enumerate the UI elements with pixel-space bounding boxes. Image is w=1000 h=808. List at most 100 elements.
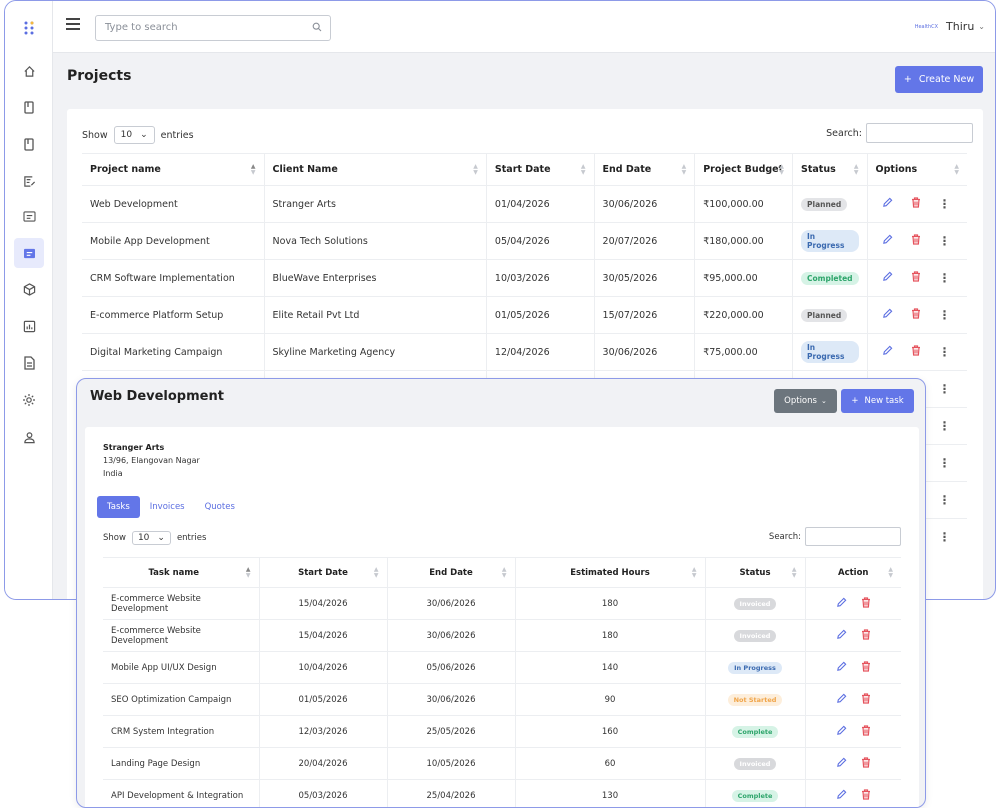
task-name-link[interactable]: Mobile App UI/UX Design <box>103 652 259 684</box>
options-cell: ⋮ <box>867 260 967 297</box>
col-project-budget[interactable]: Project Budget▲▼ <box>695 154 793 186</box>
edit-icon[interactable] <box>882 308 893 322</box>
project-name-link[interactable]: E-commerce Platform Setup <box>82 297 264 334</box>
status-cell: Complete <box>705 780 805 808</box>
chart-icon[interactable] <box>14 311 44 341</box>
col-client-name[interactable]: Client Name▲▼ <box>264 154 486 186</box>
entries-select[interactable]: 10 ⌄ <box>132 531 171 545</box>
col-action[interactable]: Action▲▼ <box>805 558 901 588</box>
task-search-input[interactable] <box>805 527 901 546</box>
delete-icon[interactable] <box>861 629 871 643</box>
id-card-icon[interactable] <box>14 201 44 231</box>
delete-icon[interactable] <box>861 661 871 675</box>
col-end-date[interactable]: End Date▲▼ <box>387 558 515 588</box>
edit-icon[interactable] <box>836 725 847 739</box>
box-icon[interactable] <box>14 274 44 304</box>
tab-invoices[interactable]: Invoices <box>140 496 195 518</box>
grid-dots-icon[interactable] <box>14 13 44 43</box>
hamburger-menu-icon[interactable] <box>66 18 80 30</box>
more-options-icon[interactable]: ⋮ <box>939 234 951 248</box>
task-name-link[interactable]: E-commerce Website Development <box>103 620 259 652</box>
more-options-icon[interactable]: ⋮ <box>939 382 951 396</box>
col-options[interactable]: Options▲▼ <box>867 154 967 186</box>
start-date-cell: 15/04/2026 <box>259 588 387 620</box>
settings-icon[interactable] <box>14 385 44 415</box>
task-name-link[interactable]: CRM System Integration <box>103 716 259 748</box>
more-options-icon[interactable]: ⋮ <box>939 271 951 285</box>
col-task-name[interactable]: Task name▲▼ <box>103 558 259 588</box>
status-badge: Planned <box>801 198 847 211</box>
table-search-input[interactable] <box>866 123 973 143</box>
task-name-link[interactable]: E-commerce Website Development <box>103 588 259 620</box>
task-name-link[interactable]: Landing Page Design <box>103 748 259 780</box>
status-badge: In Progress <box>728 662 782 674</box>
edit-icon[interactable] <box>882 271 893 285</box>
more-options-icon[interactable]: ⋮ <box>939 419 951 433</box>
delete-icon[interactable] <box>911 345 921 359</box>
new-task-button[interactable]: + New task <box>841 389 914 413</box>
user-menu[interactable]: HealthCX Thiru ⌄ <box>915 20 985 33</box>
more-options-icon[interactable]: ⋮ <box>939 197 951 211</box>
delete-icon[interactable] <box>861 789 871 803</box>
tasks-card: Stranger Arts 13/96, Elangovan Nagar Ind… <box>85 427 919 808</box>
delete-icon[interactable] <box>861 757 871 771</box>
create-new-button[interactable]: + Create New <box>895 66 983 93</box>
page-title: Projects <box>67 68 131 84</box>
tab-bar: Tasks Invoices Quotes <box>97 496 245 518</box>
options-dropdown-button[interactable]: Options ⌄ <box>774 389 837 413</box>
edit-icon[interactable] <box>836 757 847 771</box>
book-icon[interactable] <box>14 129 44 159</box>
more-options-icon[interactable]: ⋮ <box>939 308 951 322</box>
delete-icon[interactable] <box>861 597 871 611</box>
book-icon[interactable] <box>14 92 44 122</box>
edit-icon[interactable] <box>836 661 847 675</box>
project-name-link[interactable]: CRM Software Implementation <box>82 260 264 297</box>
delete-icon[interactable] <box>911 308 921 322</box>
task-name-link[interactable]: SEO Optimization Campaign <box>103 684 259 716</box>
start-date-cell: 15/04/2026 <box>259 620 387 652</box>
delete-icon[interactable] <box>911 271 921 285</box>
edit-icon[interactable] <box>882 197 893 211</box>
action-cell <box>805 620 901 652</box>
edit-icon[interactable] <box>836 789 847 803</box>
more-options-icon[interactable]: ⋮ <box>939 456 951 470</box>
action-cell <box>805 716 901 748</box>
edit-icon[interactable] <box>836 597 847 611</box>
col-status[interactable]: Status▲▼ <box>705 558 805 588</box>
edit-icon[interactable] <box>882 345 893 359</box>
edit-icon[interactable] <box>882 234 893 248</box>
home-icon[interactable] <box>14 56 44 86</box>
tab-quotes[interactable]: Quotes <box>195 496 245 518</box>
edit-icon[interactable] <box>836 693 847 707</box>
col-project-name[interactable]: Project name▲▼ <box>82 154 264 186</box>
status-cell: In Progress <box>705 652 805 684</box>
delete-icon[interactable] <box>861 725 871 739</box>
delete-icon[interactable] <box>911 234 921 248</box>
project-name-link[interactable]: Mobile App Development <box>82 223 264 260</box>
task-name-link[interactable]: API Development & Integration <box>103 780 259 808</box>
more-options-icon[interactable]: ⋮ <box>939 530 951 544</box>
edit-icon[interactable] <box>836 629 847 643</box>
col-start-date[interactable]: Start Date▲▼ <box>259 558 387 588</box>
user-icon[interactable] <box>14 422 44 452</box>
sidebar <box>5 1 53 599</box>
search-input[interactable]: Type to search <box>95 15 331 41</box>
col-estimated-hours[interactable]: Estimated Hours▲▼ <box>515 558 705 588</box>
tab-tasks[interactable]: Tasks <box>97 496 140 518</box>
entries-select[interactable]: 10 ⌄ <box>114 126 155 144</box>
more-options-icon[interactable]: ⋮ <box>939 345 951 359</box>
projects-icon[interactable] <box>14 238 44 268</box>
col-start-date[interactable]: Start Date▲▼ <box>486 154 594 186</box>
delete-icon[interactable] <box>911 197 921 211</box>
col-end-date[interactable]: End Date▲▼ <box>594 154 695 186</box>
delete-icon[interactable] <box>861 693 871 707</box>
document-icon[interactable] <box>14 348 44 378</box>
project-name-link[interactable]: Digital Marketing Campaign <box>82 334 264 371</box>
project-name-link[interactable]: Web Development <box>82 186 264 223</box>
more-options-icon[interactable]: ⋮ <box>939 493 951 507</box>
edit-note-icon[interactable] <box>14 166 44 196</box>
col-status[interactable]: Status▲▼ <box>793 154 868 186</box>
